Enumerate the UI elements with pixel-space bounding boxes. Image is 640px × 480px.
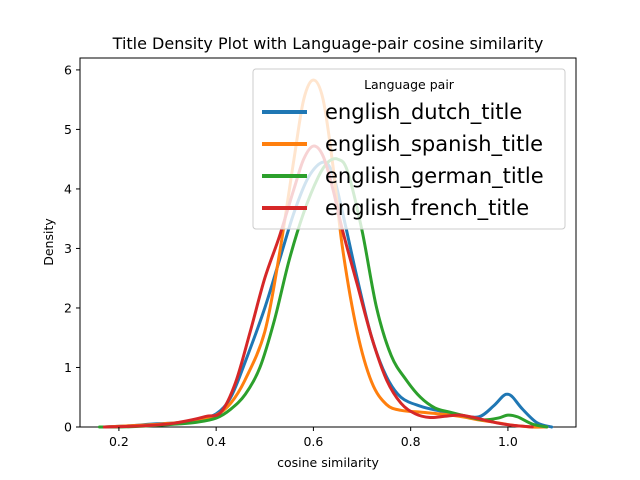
- plot-area: [79, 57, 577, 428]
- legend-title: Language pair: [364, 77, 455, 92]
- y-axis: 0 1 2 3 4 5 6: [64, 62, 80, 435]
- legend-item-english-french-title: english_french_title: [262, 196, 529, 221]
- legend-item-english-german-title: english_german_title: [262, 164, 544, 189]
- x-tick-label: 0.6: [303, 434, 323, 449]
- x-tick-label: 0.8: [401, 434, 421, 449]
- y-tick-label: 4: [64, 181, 72, 196]
- y-tick-label: 3: [64, 241, 72, 256]
- y-tick-label: 2: [64, 300, 72, 315]
- legend-box: [252, 68, 566, 230]
- x-tick-label: 0.2: [109, 434, 129, 449]
- x-axis: 0.2 0.4 0.6 0.8 1.0: [109, 427, 518, 449]
- x-tick-label: 1.0: [498, 434, 518, 449]
- legend: Language pair english_dutch_titleenglish…: [252, 68, 566, 230]
- y-tick-label: 1: [64, 360, 72, 375]
- chart-title: Title Density Plot with Language-pair co…: [112, 34, 544, 53]
- legend-item-english-dutch-title: english_dutch_title: [262, 100, 522, 125]
- y-tick-label: 6: [64, 62, 72, 77]
- legend-label: english_german_title: [325, 164, 544, 189]
- x-tick-label: 0.4: [206, 434, 226, 449]
- legend-label: english_spanish_title: [325, 132, 543, 157]
- y-tick-label: 5: [64, 122, 72, 137]
- y-axis-label: Density: [41, 218, 56, 266]
- y-tick-label: 0: [64, 420, 72, 435]
- legend-items: english_dutch_title english_spanish_title…: [262, 100, 544, 221]
- legend-label: english_french_title: [325, 196, 529, 221]
- legend-label: english_dutch_title: [325, 100, 522, 125]
- x-axis-label: cosine similarity: [277, 455, 379, 470]
- legend-item-english-spanish-title: english_spanish_title: [262, 132, 543, 157]
